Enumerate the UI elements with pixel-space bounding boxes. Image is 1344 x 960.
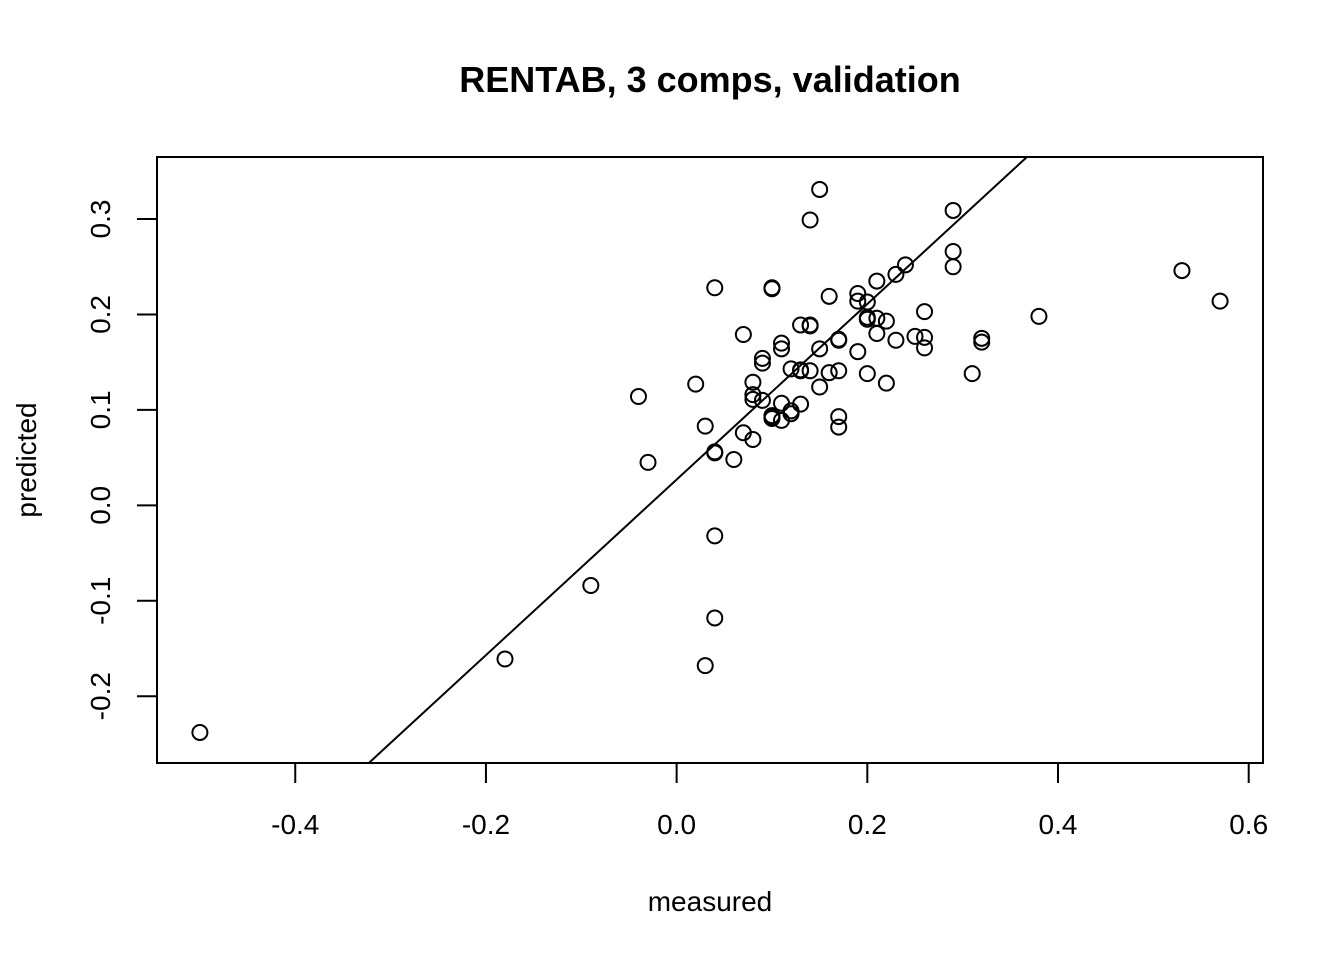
data-point [753,391,771,409]
data-point [944,201,962,219]
data-point [811,378,829,396]
data-point [753,349,771,367]
data-point [706,609,724,627]
data-point [1030,307,1048,325]
data-point [763,409,781,427]
y-tick-label: -0.1 [85,577,116,625]
data-point [773,411,791,429]
data-point [973,333,991,351]
data-point [763,280,781,298]
data-point [773,334,791,352]
data-point [734,326,752,344]
x-axis: -0.4 -0.2 0.0 0.2 0.4 0.6 [271,762,1268,840]
y-tick-label: 0.3 [85,200,116,239]
data-point [858,365,876,383]
data-point [820,287,838,305]
y-tick-label: 0.0 [85,486,116,525]
y-tick-label: -0.2 [85,672,116,720]
x-axis-title: measured [648,886,773,917]
data-point [696,417,714,435]
y-tick-label: 0.1 [85,390,116,429]
data-point [639,453,657,471]
data-point [830,362,848,380]
data-point [687,375,705,393]
data-point [944,242,962,260]
data-point [1211,292,1229,310]
data-point [896,256,914,274]
data-point [801,317,819,335]
x-tick-label: 0.0 [657,809,696,840]
data-point [801,211,819,229]
data-point [849,284,867,302]
data-point [830,331,848,349]
data-point [916,303,934,321]
data-point [582,576,600,594]
reference-line [368,156,1028,764]
data-point [629,388,647,406]
data-point [744,390,762,408]
x-tick-label: 0.4 [1039,809,1078,840]
data-point [858,293,876,311]
y-axis: -0.2 -0.1 0.0 0.1 0.2 0.3 [85,200,158,720]
data-point [877,374,895,392]
data-point [782,360,800,378]
data-point [973,329,991,347]
reference-line-layer [368,156,1028,764]
data-point [1173,262,1191,280]
y-axis-title: predicted [11,402,42,517]
data-point [887,331,905,349]
x-tick-label: -0.4 [271,809,319,840]
data-point [906,327,924,345]
data-point [696,657,714,675]
x-tick-label: 0.2 [848,809,887,840]
y-tick-label: 0.2 [85,295,116,334]
data-point [877,312,895,330]
data-point [868,272,886,290]
data-point [792,316,810,334]
data-point [801,362,819,380]
data-point [811,340,829,358]
data-point [849,343,867,361]
data-point [706,279,724,297]
data-point [963,365,981,383]
chart-title: RENTAB, 3 comps, validation [459,59,960,100]
data-point [191,723,209,741]
data-point [744,373,762,391]
data-point [944,258,962,276]
data-point [753,354,771,372]
data-point [820,364,838,382]
data-point [916,339,934,357]
data-point [744,430,762,448]
x-tick-label: -0.2 [462,809,510,840]
data-point [887,265,905,283]
data-point [792,362,810,380]
x-tick-label: 0.6 [1229,809,1268,840]
data-point [744,386,762,404]
data-point [496,650,514,668]
data-point [858,310,876,328]
data-point [706,444,724,462]
data-point [811,180,829,198]
data-point [849,292,867,310]
data-point [830,418,848,436]
data-point [830,408,848,426]
points-layer [191,180,1229,741]
data-point [725,451,743,469]
data-point [706,527,724,545]
data-point [773,340,791,358]
data-point [916,328,934,346]
data-point [868,325,886,343]
